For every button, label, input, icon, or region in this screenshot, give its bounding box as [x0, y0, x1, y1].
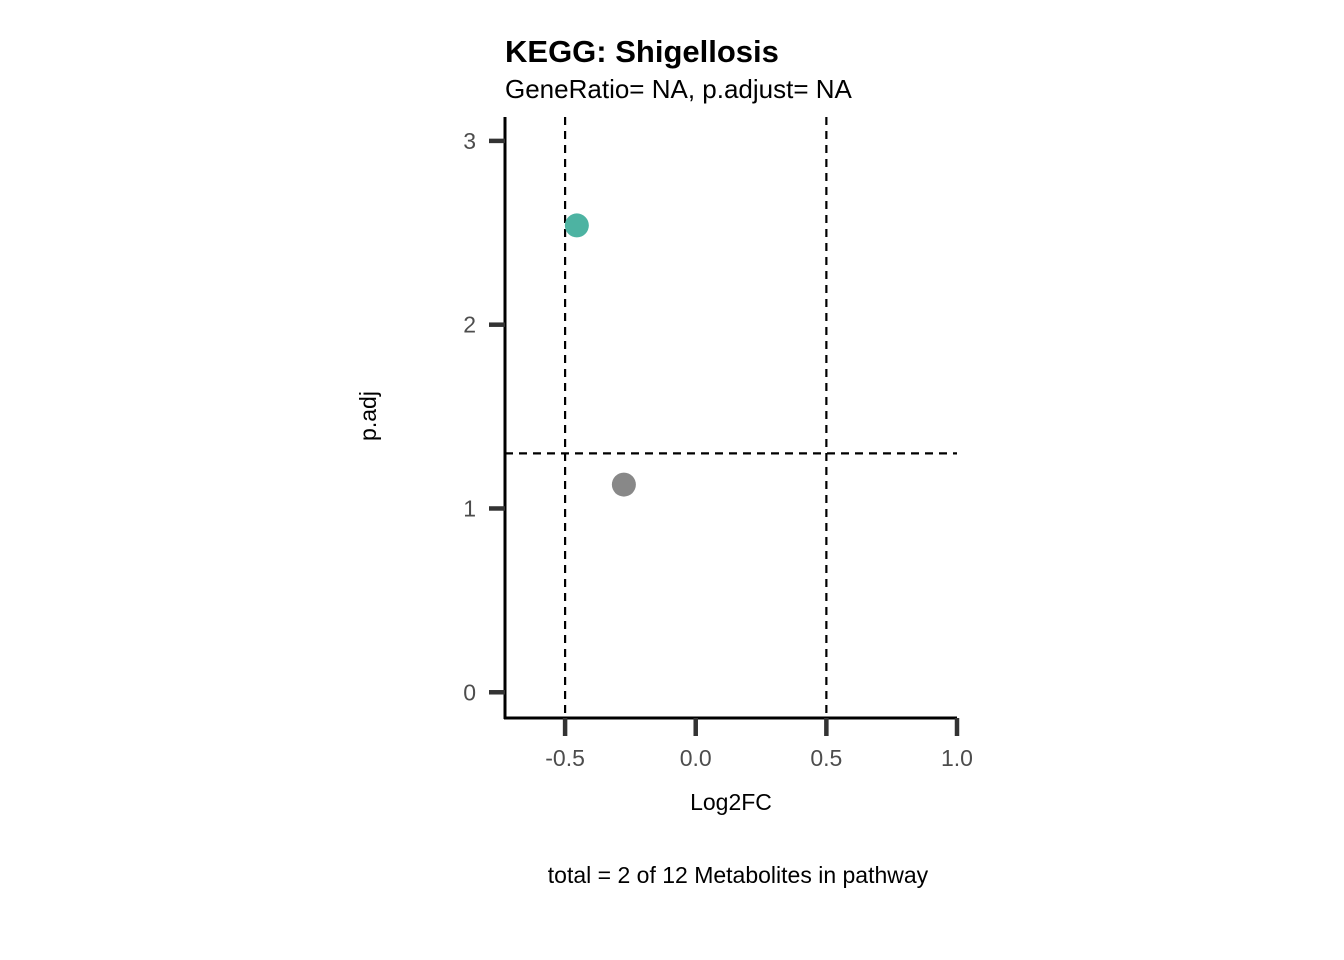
y-tick-label: 2	[463, 312, 476, 338]
x-tick-label: 0.5	[810, 745, 842, 771]
y-axis-title: p.adj	[355, 391, 381, 441]
x-tick-label: 0.0	[680, 745, 712, 771]
data-point-0	[564, 213, 589, 238]
y-tick-label: 0	[463, 679, 476, 705]
y-tick-label: 1	[463, 495, 476, 521]
x-tick-label: -0.5	[545, 745, 585, 771]
x-axis-title: Log2FC	[690, 789, 772, 815]
y-axis-ticks: 0 1 2 3	[463, 128, 505, 705]
data-points	[564, 213, 636, 497]
y-tick-label: 3	[463, 128, 476, 154]
chart-subtitle: GeneRatio= NA, p.adjust= NA	[505, 74, 853, 104]
chart-caption: total = 2 of 12 Metabolites in pathway	[548, 862, 929, 888]
data-point-1	[611, 472, 636, 497]
x-tick-label: 1.0	[941, 745, 973, 771]
reference-lines	[505, 117, 957, 718]
x-axis-ticks: -0.5 0.0 0.5 1.0	[545, 718, 973, 771]
axes	[503, 117, 957, 720]
chart-title: KEGG: Shigellosis	[505, 34, 779, 69]
